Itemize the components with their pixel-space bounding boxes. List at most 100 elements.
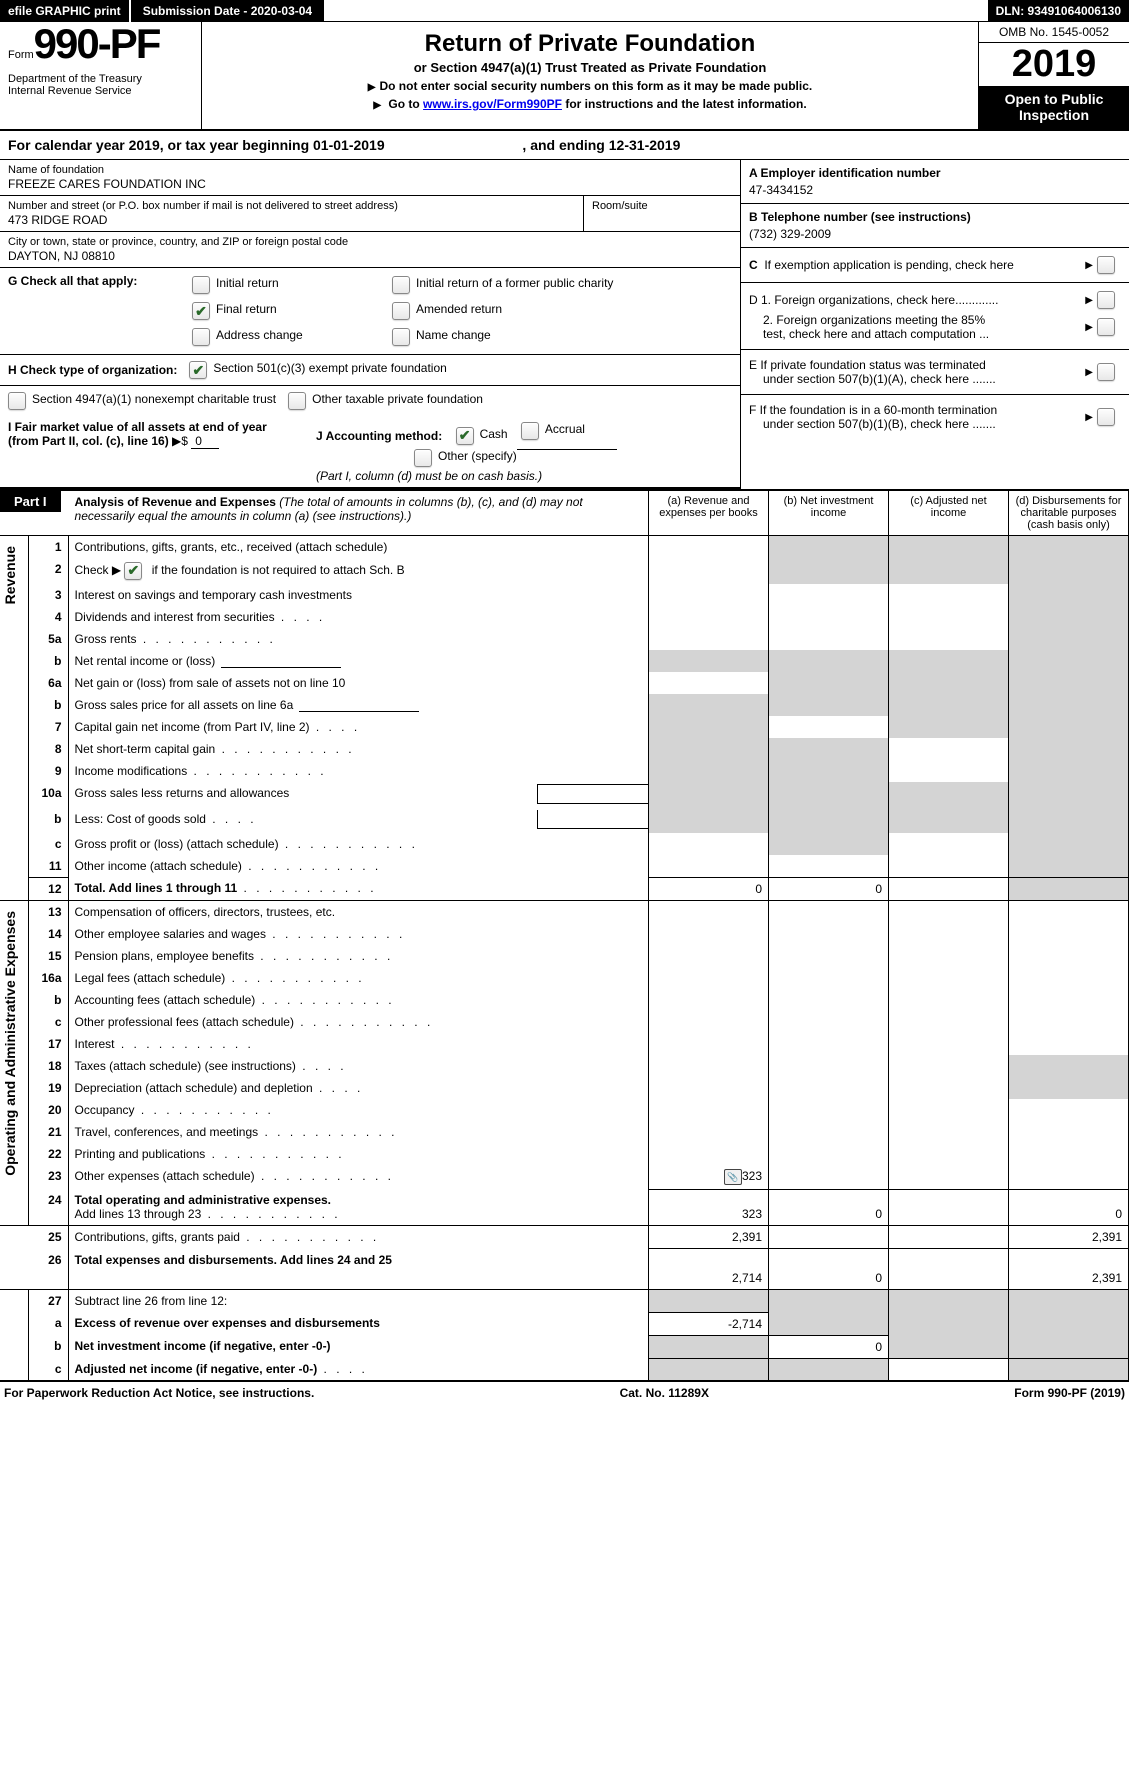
table-row: 11Other income (attach schedule)	[0, 855, 1129, 878]
i-fmv-label: I Fair market value of all assets at end…	[8, 420, 267, 448]
form-number: 990-PF	[34, 20, 160, 67]
calendar-year-line: For calendar year 2019, or tax year begi…	[0, 131, 1129, 160]
j-label: J Accounting method:	[316, 429, 442, 443]
part-i-title: Analysis of Revenue and Expenses (The to…	[75, 491, 648, 529]
telephone-box: B Telephone number (see instructions) (7…	[741, 204, 1129, 248]
checkbox-4947a1[interactable]	[8, 392, 26, 410]
instr-goto-suffix: for instructions and the latest informat…	[562, 97, 807, 111]
open-public-badge: Open to PublicInspection	[979, 87, 1129, 129]
checkbox-c-pending[interactable]	[1097, 256, 1115, 274]
table-row: 18Taxes (attach schedule) (see instructi…	[0, 1055, 1129, 1077]
tax-year: 2019	[979, 43, 1129, 87]
side-label-revenue: Revenue	[0, 536, 20, 614]
fmv-value: 0	[191, 434, 219, 449]
table-row: 10aGross sales less returns and allowanc…	[0, 782, 1129, 808]
table-row: 6aNet gain or (loss) from sale of assets…	[0, 672, 1129, 694]
form-prefix: Form	[8, 49, 34, 61]
table-row: bNet investment income (if negative, ent…	[0, 1335, 1129, 1358]
checkbox-d2[interactable]	[1097, 318, 1115, 336]
table-row: 17Interest	[0, 1033, 1129, 1055]
fmv-arrow: ▶$	[172, 434, 188, 448]
address-row: Number and street (or P.O. box number if…	[0, 196, 740, 232]
col-c-header: (c) Adjusted net income	[889, 490, 1009, 535]
table-row: 25Contributions, gifts, grants paid 2,39…	[0, 1226, 1129, 1249]
checkbox-name-change[interactable]	[392, 328, 410, 346]
table-row: 5aGross rents	[0, 628, 1129, 650]
table-row: cAdjusted net income (if negative, enter…	[0, 1358, 1129, 1381]
telephone-value: (732) 329-2009	[749, 227, 1121, 241]
efile-print-button[interactable]: efile GRAPHIC print	[0, 0, 129, 22]
table-row: 8Net short-term capital gain	[0, 738, 1129, 760]
section-i-j: I Fair market value of all assets at end…	[0, 416, 740, 489]
city-state-zip: DAYTON, NJ 08810	[8, 249, 732, 263]
attachment-icon[interactable]: 📎	[724, 1169, 742, 1185]
table-row: 7Capital gain net income (from Part IV, …	[0, 716, 1129, 738]
footer-mid: Cat. No. 11289X	[620, 1386, 709, 1400]
table-row: cGross profit or (loss) (attach schedule…	[0, 833, 1129, 855]
checkbox-sch-b[interactable]	[124, 562, 142, 580]
submission-date: Submission Date - 2020-03-04	[131, 0, 324, 22]
box-f: F If the foundation is in a 60-month ter…	[741, 395, 1129, 439]
checkbox-cash[interactable]	[456, 427, 474, 445]
table-row: Operating and Administrative Expenses 13…	[0, 900, 1129, 923]
foundation-name: FREEZE CARES FOUNDATION INC	[8, 177, 732, 191]
table-row: 19Depreciation (attach schedule) and dep…	[0, 1077, 1129, 1099]
dept-irs: Internal Revenue Service	[8, 85, 193, 97]
street-address: 473 RIDGE ROAD	[8, 213, 575, 227]
checkbox-initial-former[interactable]	[392, 276, 410, 294]
table-row: 9Income modifications	[0, 760, 1129, 782]
city-state-cell: City or town, state or province, country…	[0, 232, 740, 268]
form-subtitle: or Section 4947(a)(1) Trust Treated as P…	[226, 60, 954, 75]
entity-info-grid: Name of foundation FREEZE CARES FOUNDATI…	[0, 160, 1129, 490]
table-row: 15Pension plans, employee benefits	[0, 945, 1129, 967]
checkbox-f[interactable]	[1097, 408, 1115, 426]
checkbox-initial-return[interactable]	[192, 276, 210, 294]
checkbox-501c3[interactable]	[189, 361, 207, 379]
table-row: 22Printing and publications	[0, 1143, 1129, 1165]
g-label: G Check all that apply:	[8, 274, 168, 288]
checkbox-other-taxable[interactable]	[288, 392, 306, 410]
table-row: bAccounting fees (attach schedule)	[0, 989, 1129, 1011]
table-row: 16aLegal fees (attach schedule)	[0, 967, 1129, 989]
checkbox-e[interactable]	[1097, 363, 1115, 381]
box-e: E If private foundation status was termi…	[741, 350, 1129, 395]
ein-box: A Employer identification number 47-3434…	[741, 160, 1129, 204]
table-row: 12Total. Add lines 1 through 1100	[0, 877, 1129, 900]
box-d: D 1. Foreign organizations, check here..…	[741, 283, 1129, 350]
table-row: 26Total expenses and disbursements. Add …	[0, 1249, 1129, 1290]
section-h-row2: Section 4947(a)(1) nonexempt charitable …	[0, 386, 740, 416]
topbar-spacer	[324, 0, 987, 22]
table-row: aExcess of revenue over expenses and dis…	[0, 1312, 1129, 1335]
irs-link[interactable]: www.irs.gov/Form990PF	[423, 97, 562, 111]
footer-right: Form 990-PF (2019)	[1014, 1386, 1125, 1400]
checkbox-other-method[interactable]	[414, 449, 432, 467]
part-i-table: Part I Analysis of Revenue and Expenses …	[0, 490, 1129, 1382]
dept-treasury: Department of the Treasury	[8, 73, 193, 85]
header-left: Form990-PF Department of the Treasury In…	[0, 22, 202, 129]
box-c: C If exemption application is pending, c…	[741, 248, 1129, 283]
h-label: H Check type of organization:	[8, 363, 177, 377]
checkbox-d1[interactable]	[1097, 291, 1115, 309]
checkbox-final-return[interactable]	[192, 302, 210, 320]
table-row: 21Travel, conferences, and meetings	[0, 1121, 1129, 1143]
section-g: G Check all that apply: Initial return I…	[0, 268, 740, 355]
header-center: Return of Private Foundation or Section …	[202, 22, 978, 129]
top-bar: efile GRAPHIC print Submission Date - 20…	[0, 0, 1129, 22]
instr-goto: Go to www.irs.gov/Form990PF for instruct…	[226, 97, 954, 111]
header-right: OMB No. 1545-0052 2019 Open to PublicIns…	[978, 22, 1129, 129]
omb-number: OMB No. 1545-0052	[979, 22, 1129, 43]
table-row: 3Interest on savings and temporary cash …	[0, 584, 1129, 606]
table-row: bGross sales price for all assets on lin…	[0, 694, 1129, 716]
table-row: 23Other expenses (attach schedule)📎323	[0, 1165, 1129, 1190]
form-title: Return of Private Foundation	[226, 30, 954, 58]
part-i-label: Part I	[0, 491, 61, 512]
checkbox-amended-return[interactable]	[392, 302, 410, 320]
checkbox-accrual[interactable]	[521, 422, 539, 440]
instr-goto-prefix: Go to	[388, 97, 423, 111]
table-row: 24 Total operating and administrative ex…	[0, 1189, 1129, 1226]
footer-left: For Paperwork Reduction Act Notice, see …	[4, 1386, 314, 1400]
table-row: 4Dividends and interest from securities	[0, 606, 1129, 628]
table-row: 2 Check ▶ if the foundation is not requi…	[0, 558, 1129, 584]
side-label-expenses: Operating and Administrative Expenses	[0, 901, 20, 1186]
checkbox-address-change[interactable]	[192, 328, 210, 346]
